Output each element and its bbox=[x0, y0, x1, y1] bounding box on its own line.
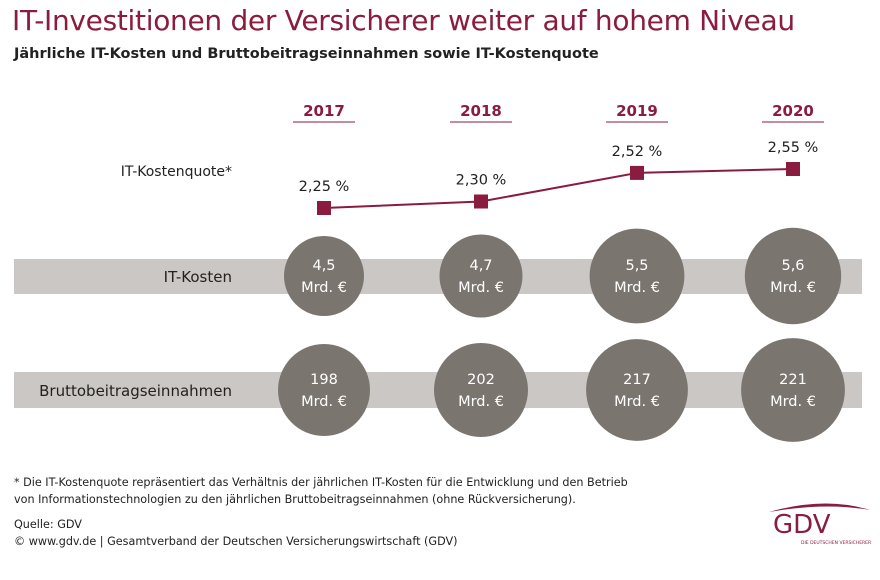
year-label: 2019 bbox=[616, 102, 658, 120]
row-band bbox=[14, 259, 862, 294]
footnote: * Die IT-Kostenquote repräsentiert das V… bbox=[14, 474, 628, 508]
value-circle bbox=[278, 344, 370, 436]
circle-unit: Mrd. € bbox=[301, 394, 347, 410]
value-circle bbox=[434, 343, 528, 437]
circle-unit: Mrd. € bbox=[458, 280, 504, 296]
value-circle bbox=[741, 338, 845, 442]
gdv-logo: GDV DIE DEUTSCHEN VERSICHERER bbox=[765, 500, 875, 550]
circle-value: 4,7 bbox=[469, 258, 492, 274]
circle-value: 5,5 bbox=[625, 258, 648, 274]
series-label: Bruttobeitragseinnahmen bbox=[39, 382, 232, 400]
source-info: Quelle: GDV © www.gdv.de | Gesamtverband… bbox=[14, 516, 458, 550]
data-label: 2,55 % bbox=[768, 140, 819, 156]
circle-value: 4,5 bbox=[312, 258, 335, 274]
footnote-line: von Informationstechnologien zu den jähr… bbox=[14, 493, 576, 506]
circle-value: 198 bbox=[310, 372, 338, 388]
series-label: IT-Kostenquote* bbox=[121, 164, 232, 180]
data-label: 2,52 % bbox=[612, 144, 663, 160]
circle-value: 221 bbox=[779, 372, 807, 388]
footnote-line: * Die IT-Kostenquote repräsentiert das V… bbox=[14, 476, 628, 489]
circle-unit: Mrd. € bbox=[770, 394, 816, 410]
logo-swoosh-icon bbox=[769, 503, 870, 512]
circle-unit: Mrd. € bbox=[614, 280, 660, 296]
circle-unit: Mrd. € bbox=[301, 280, 347, 296]
circle-unit: Mrd. € bbox=[458, 394, 504, 410]
page-title: IT-Investitionen der Versicherer weiter … bbox=[12, 4, 795, 37]
value-circle bbox=[744, 227, 842, 325]
circle-value: 202 bbox=[467, 372, 495, 388]
copyright: © www.gdv.de | Gesamtverband der Deutsch… bbox=[14, 535, 458, 548]
circle-value: 5,6 bbox=[781, 258, 804, 274]
value-circle bbox=[589, 228, 685, 324]
quote-marker bbox=[786, 162, 800, 176]
quote-marker bbox=[317, 201, 331, 215]
source: Quelle: GDV bbox=[14, 518, 82, 531]
data-label: 2,25 % bbox=[299, 179, 350, 195]
quote-marker bbox=[630, 165, 644, 180]
series-label: IT-Kosten bbox=[164, 268, 232, 286]
value-circle bbox=[586, 339, 688, 441]
value-circle bbox=[439, 234, 523, 318]
quote-marker bbox=[474, 194, 488, 209]
year-label: 2017 bbox=[303, 102, 345, 120]
year-label: 2018 bbox=[460, 102, 502, 120]
logo-tagline: DIE DEUTSCHEN VERSICHERER bbox=[801, 541, 872, 546]
data-label: 2,30 % bbox=[456, 173, 507, 189]
circle-unit: Mrd. € bbox=[770, 280, 816, 296]
value-circle bbox=[284, 236, 364, 316]
page-subtitle: Jährliche IT-Kosten und Bruttobeitragsei… bbox=[14, 46, 599, 62]
circle-value: 217 bbox=[623, 372, 651, 388]
chart: 2017 2018 2019 2020 IT-Kostenquote* 2,25 % 2,3… bbox=[14, 102, 862, 442]
circle-unit: Mrd. € bbox=[614, 394, 660, 410]
logo-text: GDV bbox=[773, 510, 831, 540]
year-label: 2020 bbox=[772, 102, 814, 120]
quote-line bbox=[323, 168, 794, 209]
